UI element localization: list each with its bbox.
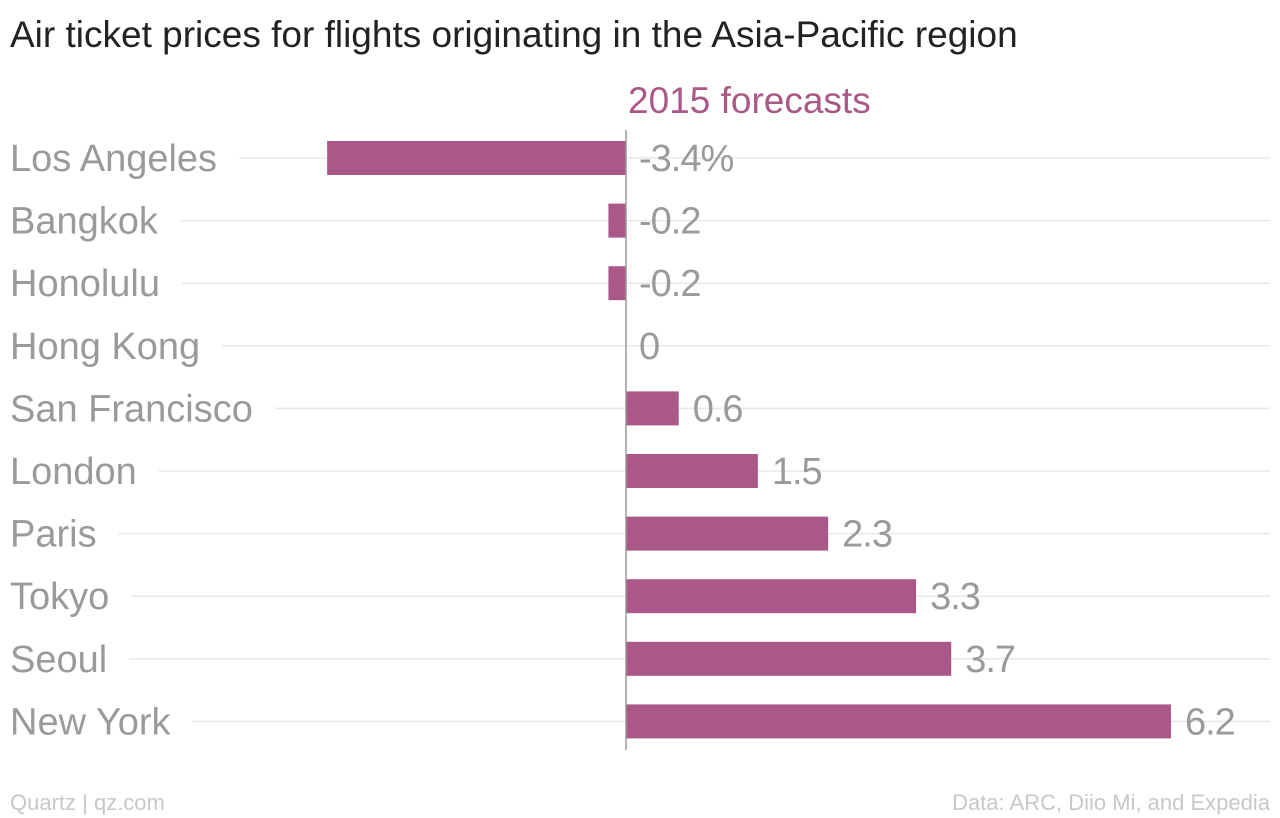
- value-label: 6.2: [1185, 701, 1235, 743]
- value-label: 1.5: [772, 451, 822, 493]
- value-label: 2.3: [842, 514, 892, 556]
- value-label: -3.4%: [639, 138, 733, 180]
- category-label: Hong Kong: [10, 326, 200, 368]
- value-label: -0.2: [639, 201, 700, 243]
- bars: [327, 141, 1171, 739]
- bar: [626, 516, 829, 551]
- series-label: 2015 forecasts: [628, 80, 871, 121]
- category-label: Paris: [10, 514, 97, 556]
- category-label: San Francisco: [10, 388, 253, 430]
- bar: [626, 391, 679, 426]
- bar: [626, 454, 758, 488]
- bar: [608, 203, 626, 238]
- bar: [626, 579, 917, 614]
- bar: [626, 641, 952, 676]
- category-label: Seoul: [10, 639, 107, 681]
- bar-chart: Los Angeles Bangkok Honolulu Hong Kong San F…: [10, 80, 1270, 750]
- category-label: Honolulu: [10, 263, 160, 305]
- value-label: 0: [639, 326, 659, 368]
- value-label: -0.2: [639, 263, 700, 305]
- value-label: 3.3: [930, 576, 980, 618]
- footer-credit: Quartz | qz.com: [10, 790, 165, 815]
- category-label: Tokyo: [10, 576, 109, 618]
- footer-source: Data: ARC, Diio Mi, and Expedia: [952, 790, 1270, 815]
- category-label: Los Angeles: [10, 138, 217, 180]
- value-label: 3.7: [965, 639, 1015, 681]
- value-label: 0.6: [693, 388, 743, 430]
- chart-title: Air ticket prices for flights originatin…: [10, 14, 1018, 55]
- category-label: London: [10, 451, 137, 493]
- category-label: Bangkok: [10, 201, 159, 243]
- bar: [608, 266, 626, 301]
- labels: Los Angeles Bangkok Honolulu Hong Kong San F…: [10, 138, 1236, 743]
- category-label: New York: [10, 701, 172, 743]
- bar: [626, 704, 1171, 739]
- bar: [327, 141, 626, 175]
